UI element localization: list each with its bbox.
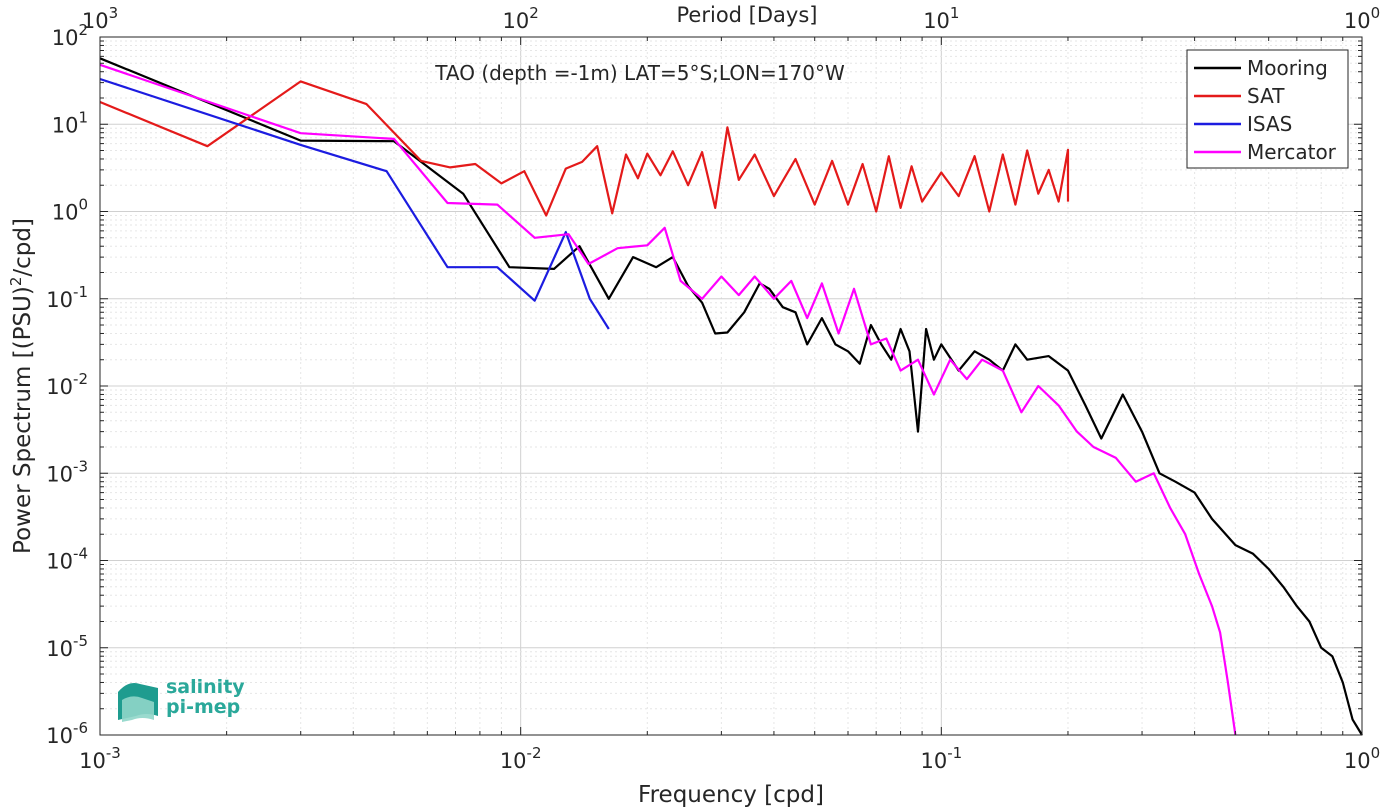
- series-line-sat: [99, 80, 1070, 217]
- y-axis-label: Power Spectrum [(PSU)2/cpd]: [7, 218, 36, 554]
- x-axis-label: Frequency [cpd]: [638, 782, 824, 808]
- y-tick-label: 10-5: [46, 632, 88, 661]
- x-tick-label: 100: [1344, 744, 1380, 773]
- logo-text-pi-mep: pi-mep: [166, 696, 240, 718]
- legend: Mooring SAT ISAS Mercator: [1186, 49, 1349, 169]
- y-tick-label: 101: [52, 108, 88, 137]
- salinity-pi-mep-logo: salinity pi-mep: [118, 676, 245, 722]
- series-line-isas: [99, 77, 610, 330]
- legend-box: [1186, 49, 1349, 169]
- top-tick-label: 102: [503, 4, 539, 33]
- y-tick-label: 10-3: [46, 457, 88, 486]
- logo-wave-light: [122, 696, 154, 722]
- y-tick-label: 10-6: [46, 719, 88, 748]
- top-tick-label: 103: [82, 4, 118, 33]
- top-tick-label: 101: [923, 4, 959, 33]
- logo-text-salinity: salinity: [166, 676, 245, 698]
- y-tick-label: 10-1: [46, 283, 88, 312]
- chart-title: TAO (depth =-1m) LAT=5°S;LON=170°W: [434, 61, 845, 85]
- legend-label-mercator: Mercator: [1247, 140, 1337, 164]
- legend-label-mooring: Mooring: [1247, 56, 1328, 80]
- plot-lines: [99, 57, 1363, 736]
- y-tick-label: 10-2: [46, 370, 88, 399]
- legend-label-sat: SAT: [1247, 84, 1285, 108]
- x-tick-label: 10-1: [920, 744, 962, 773]
- x-tick-label: 10-2: [500, 744, 542, 773]
- top-axis-label: Period [Days]: [677, 3, 818, 27]
- top-tick-label: 100: [1344, 4, 1380, 33]
- series-line-mooring: [99, 57, 1363, 736]
- y-tick-label: 10-4: [46, 545, 88, 574]
- y-tick-label: 100: [52, 196, 88, 225]
- legend-label-isas: ISAS: [1247, 112, 1292, 136]
- series-line-mercator: [99, 63, 1237, 736]
- y-tick-label: 102: [52, 21, 88, 50]
- grid: [99, 37, 1362, 736]
- x-tick-label: 10-3: [79, 744, 121, 773]
